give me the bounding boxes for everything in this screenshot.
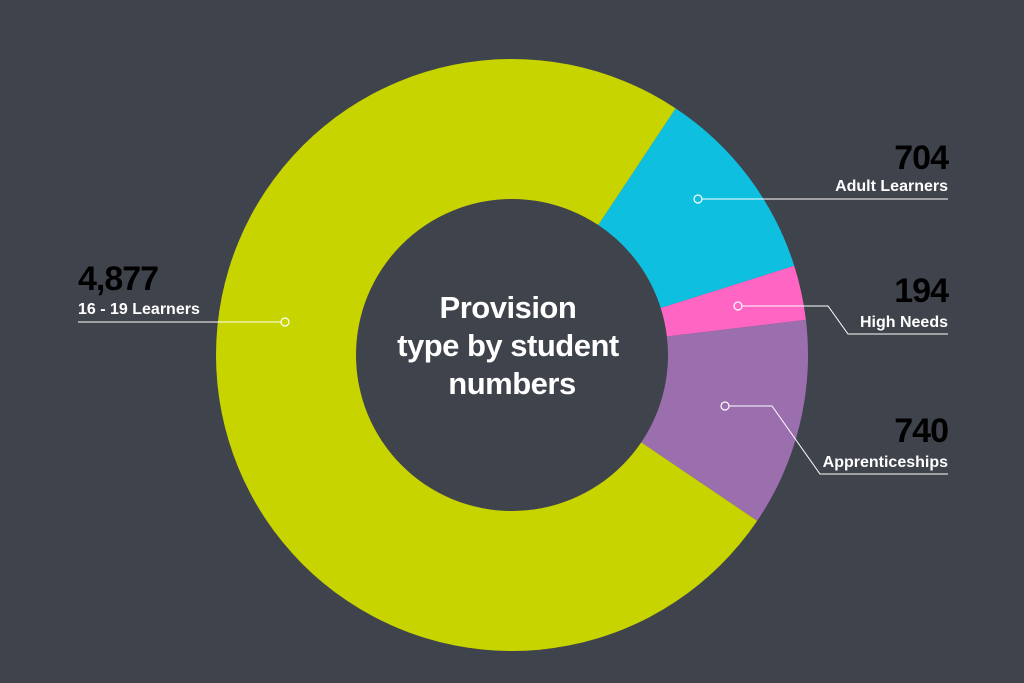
label-group-16-19-learners: 4,877 16 - 19 Learners [78, 260, 290, 327]
slice-adult-learners [598, 108, 795, 308]
leader-dot-apprenticeships [720, 401, 730, 411]
category-label-adult-learners: Adult Learners [835, 178, 948, 195]
label-group-apprenticeships: 740 Apprenticeships [720, 401, 949, 475]
slices-group [215, 58, 809, 652]
value-label-high-needs: 194 [894, 272, 949, 310]
value-label-adult-learners: 704 [894, 139, 949, 177]
slice-apprenticeships [641, 319, 809, 521]
leader-line-apprenticeships [729, 405, 948, 475]
title-line-3: numbers [448, 366, 575, 401]
slice-high-needs [660, 265, 806, 337]
chart-title: Provision type by student numbers [397, 290, 627, 401]
title-line-2: type by student [397, 328, 619, 363]
slice-16-19-learners [215, 58, 758, 652]
label-group-high-needs: 194 High Needs [733, 272, 950, 335]
value-label-16-19-learners: 4,877 [78, 260, 158, 298]
leader-dot-16-19-learners [280, 317, 290, 327]
leader-dot-high-needs [733, 301, 743, 311]
leader-dot-adult-learners [693, 194, 703, 204]
leader-line-high-needs [742, 305, 948, 335]
title-line-1: Provision [440, 290, 577, 325]
category-label-high-needs: High Needs [860, 314, 948, 331]
category-label-16-19-learners: 16 - 19 Learners [78, 301, 200, 318]
value-label-apprenticeships: 740 [894, 412, 948, 450]
label-group-adult-learners: 704 Adult Learners [693, 139, 950, 204]
category-label-apprenticeships: Apprenticeships [823, 454, 948, 471]
